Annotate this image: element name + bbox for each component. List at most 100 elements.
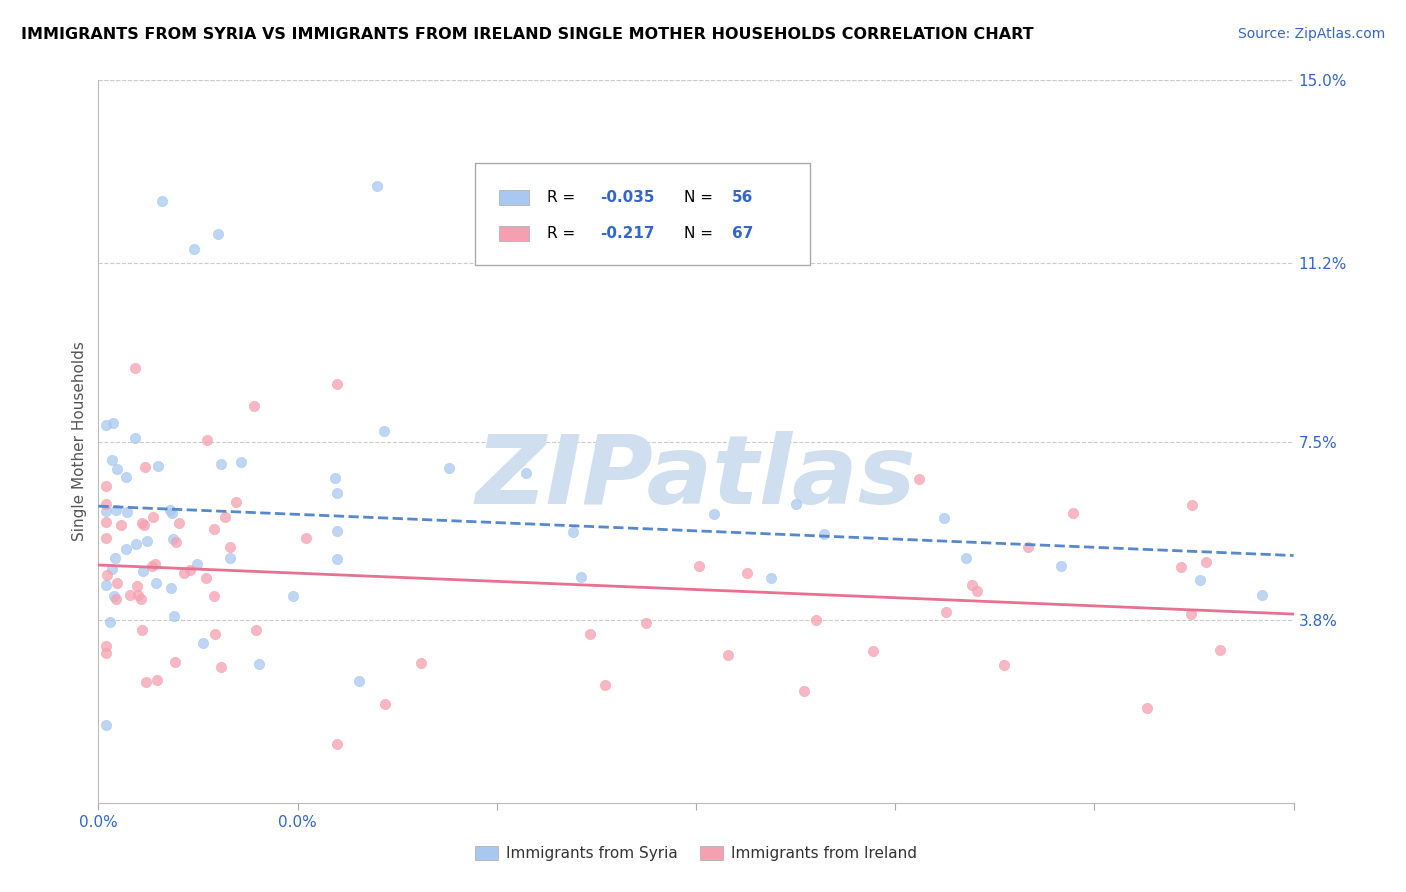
Point: [165, 535, 187, 549]
Point: [183, 242, 205, 256]
Point: [146, 673, 169, 687]
Point: [132, 564, 155, 578]
Point: [955, 550, 977, 565]
Point: [150, 194, 173, 208]
Point: [96, 646, 118, 660]
Point: [717, 648, 740, 662]
Point: [326, 486, 349, 500]
Point: [124, 431, 146, 445]
Text: N =: N =: [685, 190, 718, 205]
Point: [96, 417, 118, 432]
Point: [186, 558, 208, 572]
Point: [202, 589, 225, 603]
Point: [96, 639, 118, 653]
Point: [593, 678, 616, 692]
Point: [125, 579, 148, 593]
Point: [373, 424, 395, 438]
Point: [569, 570, 592, 584]
Point: [515, 466, 537, 480]
Point: [207, 227, 229, 242]
Point: [132, 517, 155, 532]
Point: [160, 506, 183, 520]
Point: [325, 471, 347, 485]
Point: [219, 551, 242, 566]
Point: [932, 511, 955, 525]
Point: [160, 581, 183, 595]
Point: [101, 452, 124, 467]
Point: [813, 526, 835, 541]
FancyBboxPatch shape: [475, 163, 810, 265]
Text: N =: N =: [685, 226, 718, 241]
Point: [202, 522, 225, 536]
Point: [103, 590, 125, 604]
Point: [935, 605, 957, 619]
Point: [1181, 499, 1204, 513]
Point: [962, 578, 984, 592]
Point: [326, 376, 349, 391]
Text: R =: R =: [547, 190, 579, 205]
Point: [100, 615, 122, 630]
Point: [326, 552, 349, 566]
Point: [142, 510, 165, 524]
Text: 67: 67: [733, 226, 754, 241]
Point: [193, 636, 215, 650]
FancyBboxPatch shape: [499, 227, 529, 241]
FancyBboxPatch shape: [499, 190, 529, 204]
Point: [966, 584, 988, 599]
Point: [366, 179, 388, 194]
Point: [129, 592, 152, 607]
Point: [759, 571, 782, 585]
Point: [165, 655, 187, 669]
Point: [993, 657, 1015, 672]
Point: [1209, 642, 1232, 657]
Point: [107, 461, 129, 475]
Point: [96, 718, 118, 732]
Legend: Immigrants from Syria, Immigrants from Ireland: Immigrants from Syria, Immigrants from I…: [470, 840, 922, 867]
Point: [159, 503, 181, 517]
Point: [105, 591, 128, 606]
Point: [105, 576, 128, 591]
Point: [1170, 559, 1192, 574]
Point: [283, 589, 305, 603]
Text: R =: R =: [547, 226, 579, 241]
Point: [143, 558, 166, 572]
Point: [295, 531, 318, 545]
Point: [179, 562, 201, 576]
Point: [173, 566, 195, 580]
Point: [105, 503, 128, 517]
Point: [1188, 573, 1211, 587]
Point: [688, 558, 710, 573]
Point: [209, 659, 232, 673]
Point: [225, 495, 247, 509]
Point: [785, 497, 807, 511]
Point: [1136, 701, 1159, 715]
Point: [115, 542, 138, 557]
Point: [634, 615, 657, 630]
Point: [243, 399, 266, 413]
Point: [145, 575, 167, 590]
Point: [146, 458, 169, 473]
Point: [245, 623, 267, 637]
Point: [195, 433, 218, 447]
Point: [103, 551, 125, 566]
Point: [862, 644, 884, 658]
Point: [908, 472, 931, 486]
Point: [101, 562, 124, 576]
Point: [1180, 607, 1202, 621]
Text: ZIPatlas: ZIPatlas: [475, 431, 917, 524]
Point: [562, 525, 585, 540]
Text: -0.035: -0.035: [600, 190, 655, 205]
Point: [326, 524, 349, 538]
Point: [1049, 559, 1071, 574]
Point: [163, 609, 186, 624]
Point: [131, 623, 153, 637]
Point: [118, 588, 141, 602]
Point: [96, 531, 118, 545]
Point: [439, 461, 461, 475]
Text: IMMIGRANTS FROM SYRIA VS IMMIGRANTS FROM IRELAND SINGLE MOTHER HOUSEHOLDS CORREL: IMMIGRANTS FROM SYRIA VS IMMIGRANTS FROM…: [21, 27, 1033, 42]
Point: [96, 516, 118, 530]
Point: [117, 505, 139, 519]
Point: [110, 518, 132, 533]
Point: [115, 470, 138, 484]
Point: [578, 627, 600, 641]
